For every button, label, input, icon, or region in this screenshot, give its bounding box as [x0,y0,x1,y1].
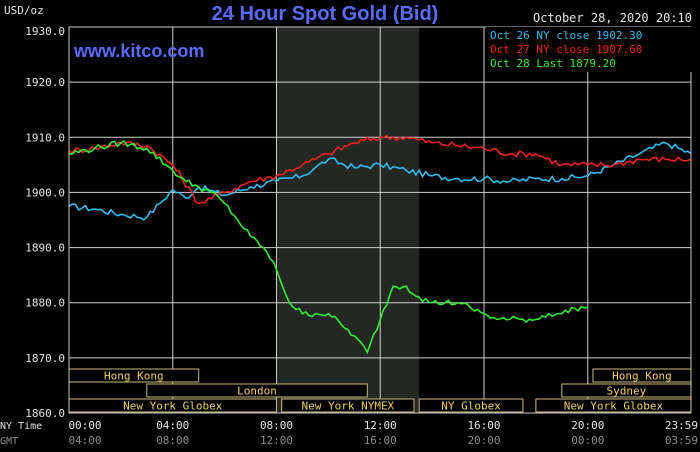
x-tick-gmt: 04:00 [68,434,101,447]
session-label: Hong Kong [104,370,164,383]
plot-border [68,26,692,414]
x-tick-gmt: 00:00 [571,434,604,447]
legend-oct26: Oct 26 NY close 1902.30 [490,29,642,42]
x-tick-ny: 04:00 [156,419,189,432]
y-tick-label: 1920.0 [25,76,65,89]
session-label: New York Globex [123,400,223,413]
chart-grid [69,26,691,414]
x-tick-ny: 16:00 [467,419,500,432]
x-tick-gmt: 12:00 [260,434,293,447]
series-line [68,141,692,221]
session-label: New York Globex [564,400,664,413]
ny-time-label: NY Time [0,421,42,432]
y-tick-label: 1860.0 [25,407,65,420]
legend-oct27: Oct 27 NY close 1907.60 [490,43,642,56]
x-tick-labels: 00:00 04:00 04:00 08:00 08:00 12:00 12:00 16:00… [68,419,698,447]
series-line [68,134,692,205]
y-tick-labels: 1860.0 1870.0 1880.0 1890.0 1900.0 1910.0 1920… [25,25,65,420]
session-bar [146,383,368,398]
y-tick-label: 1870.0 [25,352,65,365]
price-series [68,134,692,355]
kitco-watermark: www.kitco.com [73,41,204,61]
session-bar [281,398,415,413]
x-tick-ny: 20:00 [571,419,604,432]
x-tick-gmt: 16:00 [364,434,397,447]
x-tick-ny: 00:00 [68,419,101,432]
legend-box [486,27,692,72]
session-label: Sydney [607,385,647,398]
series-line [68,140,588,355]
y-tick-label: 1880.0 [25,297,65,310]
timestamp: October 28, 2020 20:10 [533,11,692,25]
session-label: NY Globex [441,400,501,413]
legend-oct28: Oct 28 Last 1879.20 [490,57,616,70]
x-tick-ny: 12:00 [364,419,397,432]
market-sessions: Hong Kong Hong Kong London Sydney New York G… [68,368,692,413]
x-tick-ny: 08:00 [260,419,293,432]
gmt-label: GMT [0,436,18,447]
y-tick-label: 1900.0 [25,186,65,199]
session-label: Hong Kong [612,370,672,383]
x-tick-gmt: 03:59 [665,434,698,447]
x-tick-gmt: 08:00 [156,434,189,447]
y-tick-label: 1910.0 [25,131,65,144]
x-tick-ny: 23:59 [665,419,698,432]
y-tick-label: 1930.0 [25,25,65,38]
x-tick-gmt: 20:00 [467,434,500,447]
session-label: London [237,385,277,398]
legend: Oct 26 NY close 1902.30 Oct 27 NY close … [486,27,692,72]
y-axis-label: USD/oz [4,4,44,17]
y-tick-label: 1890.0 [25,242,65,255]
chart-title: 24 Hour Spot Gold (Bid) [212,3,439,25]
session-bar [418,398,524,413]
session-label: New York NYMEX [301,400,394,413]
nymex-session-highlight [276,27,420,413]
highlight-band [276,27,420,413]
